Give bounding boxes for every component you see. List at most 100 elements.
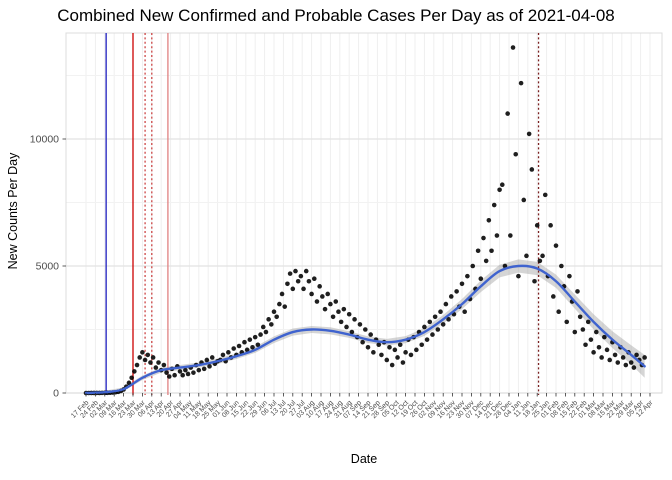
scatter-point [620,355,626,360]
scatter-point [191,370,196,375]
y-tick-label: 5000 [36,261,60,273]
scatter-point [142,357,148,363]
scatter-point [325,291,331,297]
scatter-point [363,327,368,332]
scatter-point [542,192,548,198]
scatter-point [376,342,382,348]
scatter-point [250,344,255,350]
scatter-point [591,350,596,355]
scatter-point [510,45,516,50]
scatter-point [596,344,602,350]
scatter-point [311,276,317,282]
scatter-point [140,350,145,355]
scatter-point [371,350,376,355]
scatter-point [427,319,433,325]
scatter-point [303,268,309,274]
scatter-point [593,329,599,335]
scatter-point [129,375,134,381]
scatter-point [295,278,301,284]
scatter-point [252,334,258,340]
scatter-point [628,360,634,365]
scatter-point [220,352,226,358]
scatter-point [392,347,398,353]
scatter-point [540,253,545,259]
scatter-point [226,350,231,355]
scatter-point [177,369,183,374]
scatter-point [607,357,613,363]
scatter-point [459,281,465,287]
scatter-point [397,342,403,348]
scatter-point [443,301,449,307]
scatter-point [317,284,322,289]
scatter-point [559,263,564,269]
scatter-point [602,334,607,340]
scatter-point [612,352,618,358]
scatter-point [258,332,263,337]
y-tick-label: 0 [53,388,59,400]
scatter-point [454,289,459,294]
scatter-point [384,357,390,363]
scatter-point [156,360,161,365]
scatter-point [282,304,288,309]
scatter-point [314,299,320,304]
scatter-point [287,271,293,276]
scatter-point [599,355,604,360]
scatter-point [201,366,207,372]
scatter-point [419,342,425,348]
scatter-point [486,217,492,223]
scatter-point [387,344,392,350]
scatter-point [204,357,210,363]
scatter-point [301,286,306,292]
scatter-point [328,301,333,307]
x-axis-label: Date [350,452,378,466]
scatter-point [247,337,253,342]
scatter-point [505,111,510,116]
scatter-point [269,322,274,327]
scatter-point [551,294,556,299]
scatter-point [615,360,621,365]
scatter-point [145,352,151,358]
y-axis-label: New Counts Per Day [6,152,20,270]
scatter-point [499,182,505,188]
scatter-point [475,248,481,254]
scatter-point [244,347,250,353]
scatter-point [438,309,443,315]
scatter-point [236,343,242,349]
scatter-point [588,337,594,342]
scatter-point [403,350,408,355]
scatter-point [583,342,588,348]
scatter-point [389,362,395,368]
scatter-point [166,374,172,379]
scatter-point [271,309,277,315]
scatter-point [491,202,497,208]
scatter-point [548,223,553,228]
scatter-point [260,324,266,330]
confidence-band [86,259,645,393]
scatter-point [516,273,521,279]
scatter-point [293,268,298,274]
scatter-point [242,339,247,345]
scatter-point [478,276,484,282]
scatter-point [483,258,489,264]
scatter-point [231,346,237,351]
scatter-point [585,319,591,325]
scatter-point [330,314,336,320]
scatter-point [577,314,583,320]
scatter-point [526,131,532,137]
scatter-point [521,197,527,203]
scatter-point [529,167,535,172]
scatter-point [338,319,344,325]
scatter-point [532,278,537,284]
scatter-point [349,329,355,335]
scatter-point [148,360,153,365]
scatter-point [518,80,524,86]
scatter-point [497,187,502,193]
scatter-point [357,322,363,327]
scatter-point [279,291,285,297]
scatter-point [424,337,430,342]
scatter-point [432,314,438,320]
scatter-point [263,329,269,335]
scatter-point [161,362,167,368]
scatter-point [481,235,486,241]
scatter-point [556,309,561,315]
